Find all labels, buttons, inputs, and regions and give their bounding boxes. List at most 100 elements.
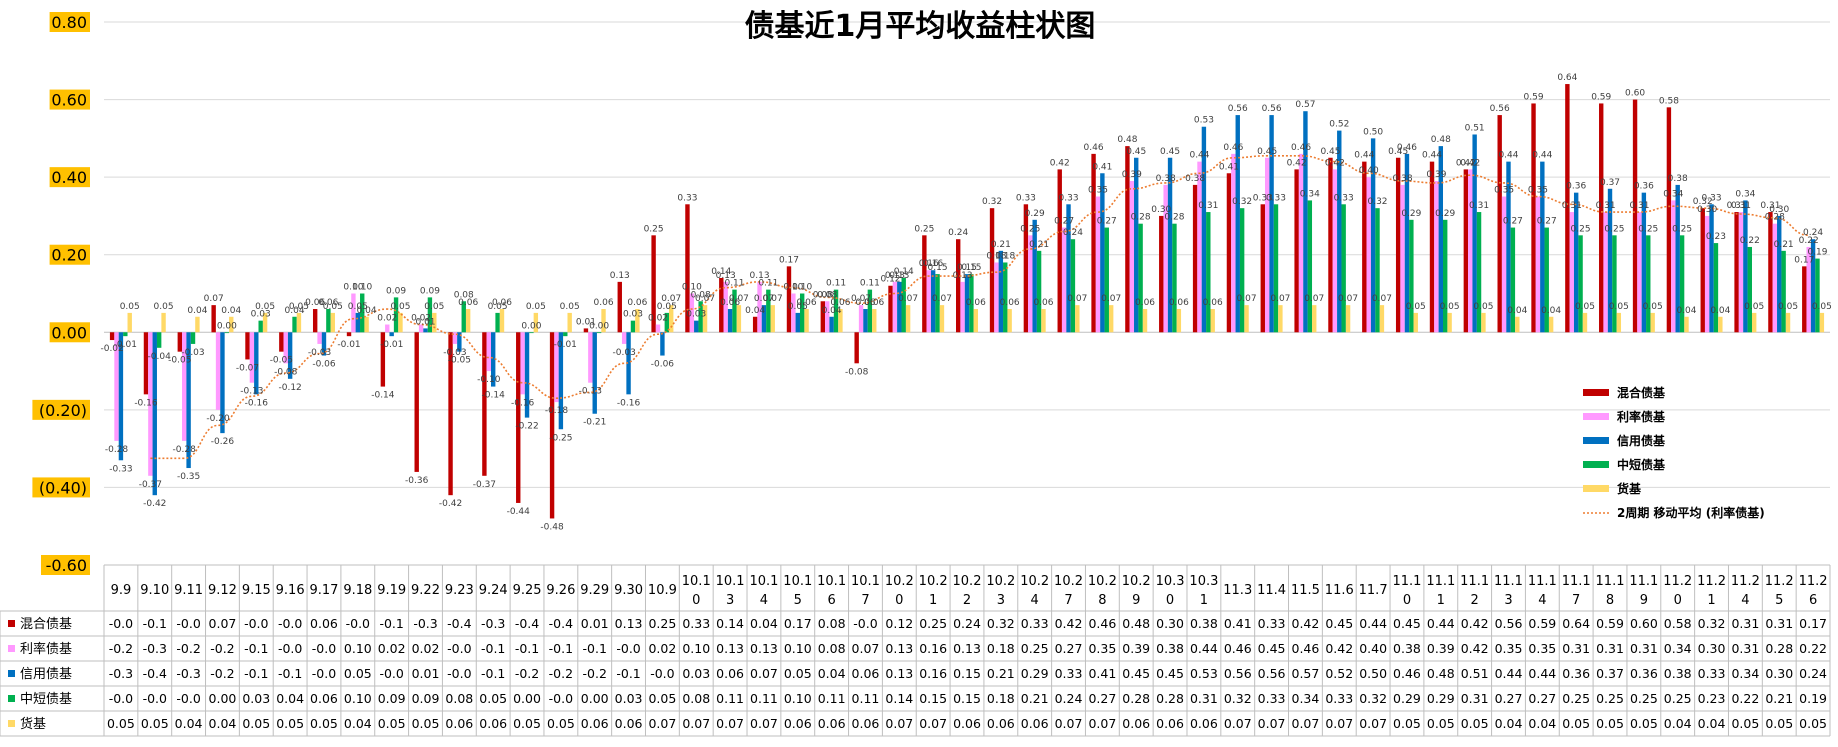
table-cell: 0.31 bbox=[1562, 641, 1590, 656]
table-cell: 0.07 bbox=[1359, 716, 1387, 731]
table-cell: 0.52 bbox=[1325, 666, 1353, 681]
table-cell: 0.22 bbox=[1731, 691, 1759, 706]
bar bbox=[939, 305, 945, 333]
table-cell: -0.0 bbox=[549, 691, 573, 706]
category-label: 0 bbox=[895, 593, 903, 608]
bar bbox=[1100, 173, 1105, 333]
data-label: 0.24 bbox=[948, 228, 968, 238]
bar bbox=[385, 324, 390, 333]
category-label: 9 bbox=[1132, 593, 1140, 608]
bar bbox=[563, 332, 568, 337]
table-cell: 0.05 bbox=[547, 716, 575, 731]
category-label: 4 bbox=[760, 593, 768, 608]
bar bbox=[1501, 196, 1507, 333]
table-cell: -0.1 bbox=[481, 641, 505, 656]
category-label: 11.7 bbox=[1359, 583, 1388, 598]
data-label: 0.06 bbox=[855, 298, 875, 308]
bar bbox=[558, 332, 564, 430]
data-label: 0.13 bbox=[716, 271, 736, 281]
data-label: 0.04 bbox=[745, 306, 765, 316]
category-label: 11.2 bbox=[1731, 574, 1760, 589]
data-label: 0.30 bbox=[1769, 205, 1789, 215]
ytick-highlight bbox=[49, 244, 90, 265]
bar bbox=[490, 332, 496, 387]
data-label: 0.44 bbox=[1422, 151, 1442, 161]
bar bbox=[1210, 309, 1215, 333]
table-cell: -0.1 bbox=[143, 616, 167, 631]
chart-title: 债基近1月平均收益柱状图 bbox=[745, 9, 1096, 44]
bar bbox=[1023, 204, 1029, 333]
bar bbox=[660, 332, 665, 356]
data-label: -0.26 bbox=[211, 437, 235, 447]
bar bbox=[364, 316, 369, 333]
table-cell: 0.04 bbox=[209, 716, 237, 731]
ytick-highlight bbox=[49, 12, 90, 32]
data-label: 0.33 bbox=[1266, 193, 1286, 203]
table-cell: 0.05 bbox=[242, 716, 270, 731]
bar bbox=[1366, 177, 1371, 333]
bar bbox=[1142, 309, 1148, 333]
data-label: 0.09 bbox=[386, 286, 406, 296]
data-label: 0.04 bbox=[285, 306, 305, 316]
category-label: 6 bbox=[1809, 593, 1817, 608]
category-label: 11.1 bbox=[1426, 574, 1455, 589]
table-cell: 0.06 bbox=[479, 716, 507, 731]
table-cell: 0.42 bbox=[1292, 616, 1320, 631]
ytick-highlight bbox=[32, 399, 90, 420]
category-label: 11.1 bbox=[1494, 574, 1523, 589]
table-cell: -0.0 bbox=[312, 666, 336, 681]
table-cell: 0.05 bbox=[648, 691, 676, 706]
data-label: -0.16 bbox=[617, 398, 641, 408]
table-cell: 0.53 bbox=[1190, 666, 1218, 681]
data-label: 0.08 bbox=[817, 290, 837, 300]
data-label: 0.07 bbox=[1237, 294, 1257, 304]
table-cell: 0.10 bbox=[344, 641, 372, 656]
category-label: 0 bbox=[1674, 593, 1682, 608]
bar bbox=[601, 309, 606, 333]
bar bbox=[583, 328, 589, 333]
bar bbox=[254, 332, 259, 395]
data-label: 0.06 bbox=[797, 298, 817, 308]
data-label: 0.36 bbox=[1634, 182, 1654, 192]
bar bbox=[689, 293, 695, 333]
bar bbox=[1167, 157, 1173, 333]
bar bbox=[1751, 312, 1757, 333]
table-cell: 0.04 bbox=[344, 716, 372, 731]
table-cell: 0.60 bbox=[1630, 616, 1658, 631]
table-cell: 0.05 bbox=[1461, 716, 1489, 731]
table-cell: -0.0 bbox=[346, 616, 370, 631]
bar bbox=[694, 320, 699, 333]
data-label: 0.31 bbox=[1727, 201, 1747, 211]
data-label: 0.06 bbox=[830, 298, 850, 308]
bar bbox=[317, 332, 322, 344]
bar bbox=[1599, 103, 1604, 333]
table-cell: 0.01 bbox=[412, 666, 440, 681]
table-cell: 0.21 bbox=[1021, 691, 1049, 706]
data-label: 0.27 bbox=[1537, 217, 1557, 227]
table-cell: -0.0 bbox=[176, 616, 200, 631]
data-label: 0.10 bbox=[792, 283, 812, 293]
bar bbox=[224, 332, 230, 334]
category-label: 10.2 bbox=[1054, 574, 1083, 589]
bar bbox=[1273, 204, 1279, 333]
data-label: 0.03 bbox=[686, 310, 706, 320]
table-cell: 0.08 bbox=[818, 641, 846, 656]
bar bbox=[956, 239, 961, 333]
data-label: 0.34 bbox=[1735, 189, 1755, 199]
table-cell: -0.0 bbox=[143, 691, 167, 706]
data-label: 0.02 bbox=[648, 314, 668, 324]
bar bbox=[245, 332, 250, 360]
table-cell: 0.12 bbox=[885, 616, 913, 631]
bar bbox=[123, 332, 128, 337]
category-label: 1 bbox=[1437, 593, 1445, 608]
table-cell: 0.18 bbox=[987, 641, 1015, 656]
table-cell: 0.13 bbox=[750, 641, 778, 656]
bar bbox=[1239, 208, 1245, 333]
bar bbox=[1612, 235, 1617, 333]
bars bbox=[109, 84, 1825, 519]
data-label: 0.05 bbox=[1575, 302, 1595, 312]
bar bbox=[1443, 219, 1448, 333]
data-label: 0.31 bbox=[1562, 201, 1582, 211]
category-label: 9.10 bbox=[140, 583, 169, 598]
bar bbox=[964, 274, 970, 333]
